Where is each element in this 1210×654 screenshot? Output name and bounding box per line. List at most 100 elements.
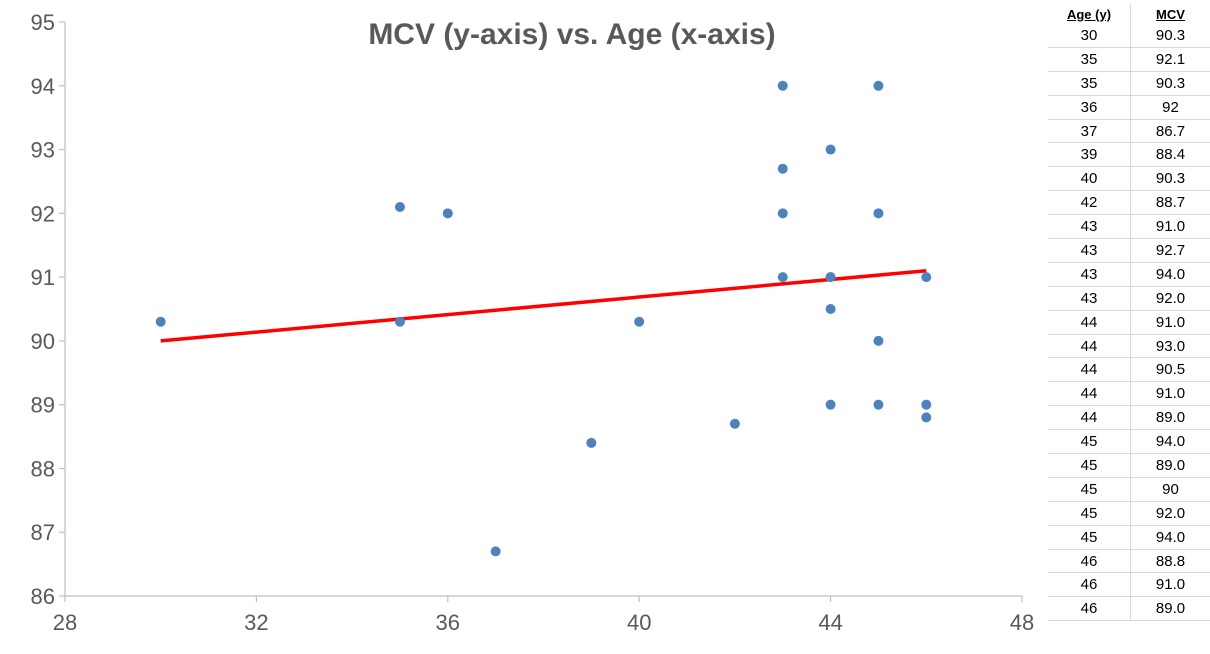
table-row: 39 88.4: [1048, 142, 1210, 168]
data-point: [442, 208, 453, 219]
table-cell-age: 45: [1048, 429, 1131, 455]
data-point: [873, 399, 884, 410]
table-row: 36 92: [1048, 95, 1210, 120]
table-cell-mcv: 91.0: [1130, 214, 1210, 240]
data-point: [825, 399, 836, 410]
data-point: [394, 316, 405, 327]
table-row: 45 90: [1048, 477, 1210, 502]
table-row: 44 91.0: [1048, 310, 1210, 335]
data-point: [777, 80, 788, 91]
data-point: [873, 208, 884, 219]
y-tick-label: 90: [31, 329, 55, 354]
table-cell-mcv: 93.0: [1130, 334, 1210, 359]
data-point: [777, 163, 788, 174]
y-tick-label: 89: [31, 393, 55, 418]
y-tick-label: 88: [31, 456, 55, 481]
table-cell-age: 40: [1048, 166, 1131, 192]
table-cell-age: 46: [1048, 572, 1131, 598]
table-cell-mcv: 92: [1130, 95, 1210, 120]
table-row: 46 91.0: [1048, 572, 1210, 598]
table-cell-age: 43: [1048, 262, 1131, 287]
trendline: [160, 268, 927, 343]
table-cell-mcv: 91.0: [1130, 572, 1210, 598]
table-cell-age: 36: [1048, 95, 1131, 120]
x-tick-label: 28: [53, 610, 77, 635]
data-point: [777, 208, 788, 219]
table-cell-mcv: 92.0: [1130, 286, 1210, 311]
table-row: 44 90.5: [1048, 357, 1210, 383]
table-row: 42 88.7: [1048, 190, 1210, 216]
y-tick-label: 92: [31, 201, 55, 226]
data-point: [777, 272, 788, 283]
table-cell-mcv: 89.0: [1130, 405, 1210, 431]
table-cell-mcv: 91.0: [1130, 310, 1210, 335]
table-cell-mcv: 90.5: [1130, 357, 1210, 383]
chart-axes: [64, 22, 1022, 597]
table-row: 44 93.0: [1048, 334, 1210, 359]
table-cell-age: 35: [1048, 47, 1131, 72]
table-cell-age: 35: [1048, 71, 1131, 96]
table-row: 43 94.0: [1048, 262, 1210, 287]
table-cell-mcv: 90: [1130, 477, 1210, 502]
table-cell-mcv: 88.8: [1130, 549, 1210, 574]
y-axis-ticks: 86 87 88 89 90 91 92 93 94 95: [31, 10, 65, 609]
table-row: 35 90.3: [1048, 71, 1210, 96]
table-row: 40 90.3: [1048, 166, 1210, 192]
table-cell-age: 46: [1048, 596, 1131, 622]
table-cell-mcv: 86.7: [1130, 119, 1210, 144]
trendline-group: [160, 268, 927, 343]
table-cell-mcv: 90.3: [1130, 166, 1210, 192]
table-row: 43 92.7: [1048, 238, 1210, 263]
table-row: 46 88.8: [1048, 549, 1210, 574]
table-header-age: Age (y): [1048, 4, 1131, 24]
chart-title: MCV (y-axis) vs. Age (x-axis): [368, 18, 775, 51]
table-cell-age: 46: [1048, 549, 1131, 574]
table-cell-age: 37: [1048, 119, 1131, 144]
table-row: 35 92.1: [1048, 47, 1210, 72]
table-row: 37 86.7: [1048, 119, 1210, 144]
table-cell-mcv: 88.4: [1130, 142, 1210, 168]
table-cell-mcv: 88.7: [1130, 190, 1210, 216]
data-point: [155, 316, 166, 327]
table-row: 45 89.0: [1048, 453, 1210, 478]
table-cell-age: 44: [1048, 310, 1131, 335]
table-cell-age: 42: [1048, 190, 1131, 216]
table-header-row: Age (y) MCV: [1048, 4, 1210, 24]
table-row: 30 90.3: [1048, 24, 1210, 48]
data-point: [394, 201, 405, 212]
table-cell-mcv: 92.1: [1130, 47, 1210, 72]
table-row: 43 92.0: [1048, 286, 1210, 311]
table-cell-age: 44: [1048, 334, 1131, 359]
x-tick-label: 40: [627, 610, 651, 635]
table-cell-mcv: 90.3: [1130, 24, 1210, 48]
data-point: [921, 412, 932, 423]
table-cell-age: 45: [1048, 501, 1131, 526]
table-cell-age: 43: [1048, 214, 1131, 240]
table-row: 44 91.0: [1048, 381, 1210, 407]
x-tick-label: 36: [436, 610, 460, 635]
data-point: [825, 272, 836, 283]
data-point: [490, 546, 501, 557]
table-cell-mcv: 91.0: [1130, 381, 1210, 407]
data-point: [729, 418, 740, 429]
table-row: 43 91.0: [1048, 214, 1210, 240]
table-cell-age: 45: [1048, 525, 1131, 550]
table-row: 44 89.0: [1048, 405, 1210, 431]
table-cell-mcv: 94.0: [1130, 429, 1210, 455]
chart-svg: MCV (y-axis) vs. Age (x-axis) 86 87 88 89 90…: [31, 10, 1035, 635]
table-cell-mcv: 94.0: [1130, 262, 1210, 287]
y-tick-label: 95: [31, 10, 55, 35]
data-table: Age (y) MCV 30 90.3 35 92.1 35 90.3 36 92 37 86.7…: [1048, 4, 1210, 622]
scatter-chart: MCV (y-axis) vs. Age (x-axis) 86 87 88 89 90…: [31, 10, 1035, 635]
table-cell-age: 44: [1048, 381, 1131, 407]
x-tick-label: 32: [244, 610, 268, 635]
data-point: [586, 437, 597, 448]
data-point: [873, 335, 884, 346]
table-cell-age: 45: [1048, 477, 1131, 502]
data-point: [825, 304, 836, 314]
data-point: [634, 316, 645, 327]
table-cell-age: 44: [1048, 357, 1131, 383]
table-cell-age: 45: [1048, 453, 1131, 478]
table-row: 45 92.0: [1048, 501, 1210, 526]
data-point: [873, 80, 884, 91]
